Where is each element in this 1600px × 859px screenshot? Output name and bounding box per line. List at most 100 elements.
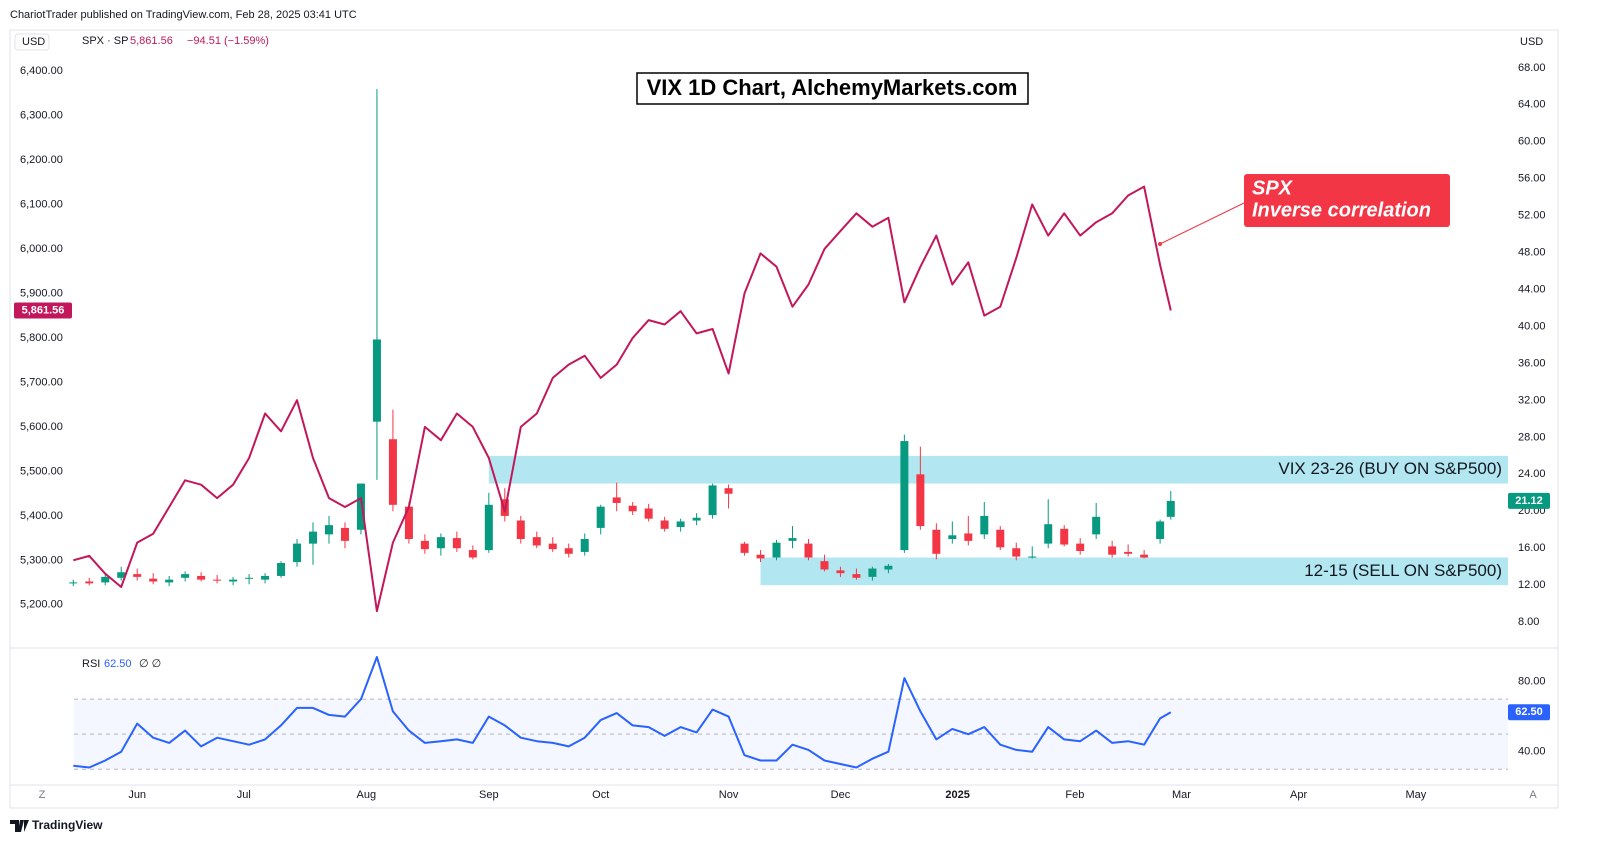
candle-body [1012, 548, 1021, 557]
y-tick-label: 40.00 [1518, 320, 1546, 332]
y-tick-label: 40.00 [1518, 746, 1546, 758]
candle-body [1028, 556, 1037, 558]
y-tick-label: 16.00 [1518, 542, 1546, 554]
y-tick-label: 28.00 [1518, 431, 1546, 443]
candle-body [740, 543, 749, 553]
y-tick-label: 44.00 [1518, 283, 1546, 295]
x-tick-label: Apr [1290, 789, 1307, 801]
marks-layer [69, 89, 1175, 769]
candle-body [948, 535, 957, 539]
candle-body [101, 576, 110, 583]
annotation-dot [1158, 242, 1162, 246]
spx-price-badge-bg [14, 302, 72, 319]
candle-body [532, 537, 541, 546]
y-tick-label: 5,200.00 [20, 599, 63, 611]
candle-body [229, 579, 238, 582]
y-tick-label: 5,400.00 [20, 510, 63, 522]
candle-body [1076, 543, 1085, 552]
candle-body [261, 575, 270, 580]
candle-body [612, 497, 621, 503]
candle-body [548, 543, 557, 550]
candle-body [708, 485, 717, 515]
currency-box[interactable] [14, 33, 50, 51]
candle-body [468, 550, 477, 558]
spx-price-badge: 5,861.56 [22, 304, 65, 316]
candle-body [964, 533, 973, 541]
annotation-arrow [1159, 202, 1245, 245]
x-tick-label: Jul [237, 789, 251, 801]
candle-body [628, 505, 637, 512]
x-tick-label: Dec [831, 789, 851, 801]
y-tick-label: 6,000.00 [20, 243, 63, 255]
y-tick-label: 5,800.00 [20, 332, 63, 344]
y-tick-label: 24.00 [1518, 468, 1546, 480]
x-tick-label: Jun [128, 789, 146, 801]
candle-body [868, 568, 877, 577]
candle-body [1060, 528, 1069, 545]
candle-body [644, 508, 653, 519]
candle-body [756, 554, 765, 559]
y-tick-label: 36.00 [1518, 357, 1546, 369]
candle-body [996, 529, 1005, 548]
candle-body [772, 542, 781, 558]
candle-body [1124, 551, 1133, 554]
x-tick-label: May [1405, 789, 1426, 801]
y-tick-label: 52.00 [1518, 210, 1546, 222]
candle-body [452, 538, 461, 549]
y-tick-label: 32.00 [1518, 394, 1546, 406]
publish-header: ChariotTrader published on TradingView.c… [10, 9, 357, 21]
candle-body [133, 574, 142, 577]
candle-body [165, 579, 174, 583]
x-tick-label: Mar [1172, 789, 1191, 801]
rsi-legend-extra: ∅ ∅ [139, 658, 161, 670]
line-series [73, 185, 1172, 613]
y-tick-label: 80.00 [1518, 675, 1546, 687]
candle-body [277, 563, 286, 576]
candle-body [820, 561, 829, 570]
y-tick-label: 6,100.00 [20, 198, 63, 210]
candle-body [340, 527, 349, 541]
chart-frame [9, 29, 1559, 809]
x-tick-label: 2025 [945, 789, 969, 801]
candle-body [420, 540, 429, 550]
candle-body [1108, 546, 1117, 555]
auto-scale-button[interactable]: A [1529, 789, 1537, 801]
axes-layer: Jun Jul Aug Sep Oct Nov Dec 2025 Feb Mar Apr May 5,2… [14, 62, 1550, 801]
candle-body [852, 574, 861, 578]
candle-body [309, 531, 318, 544]
y-tick-label: 5,600.00 [20, 421, 63, 433]
currency-right[interactable]: USD [1520, 36, 1543, 48]
zones-layer: VIX 23-26 (BUY ON S&P500) 12-15 (SELL ON … [74, 455, 1508, 770]
x-tick-label: Aug [356, 789, 376, 801]
currency-left[interactable]: USD [22, 36, 45, 48]
candle-body [724, 488, 733, 494]
candle-body [660, 520, 669, 529]
candle-body [836, 570, 845, 574]
legend-change: −94.51 (−1.59%) [187, 35, 269, 47]
y-tick-label: 20.00 [1518, 505, 1546, 517]
candle-body [85, 581, 94, 584]
candle-body [692, 517, 701, 521]
vix-price-badge: 21.12 [1515, 495, 1543, 507]
y-tick-label: 64.00 [1518, 99, 1546, 111]
candle-body [388, 439, 397, 505]
rsi-legend-name: RSI [82, 658, 100, 670]
tradingview-wordmark: TradingView [32, 818, 103, 832]
candle-body [484, 504, 493, 551]
candle-body [788, 538, 797, 541]
y-tick-label: 60.00 [1518, 136, 1546, 148]
zoom-button[interactable]: Z [39, 789, 46, 801]
candle-body [372, 339, 381, 422]
candle-body [181, 574, 190, 578]
candle-body [149, 578, 158, 582]
annotation-line: SPX [1252, 177, 1294, 199]
x-tick-label: Oct [592, 789, 609, 801]
vix-price-badge-bg [1508, 492, 1550, 509]
candle-body [580, 538, 589, 552]
title-box [636, 72, 1029, 105]
y-tick-label: 5,900.00 [20, 287, 63, 299]
x-tick-label: Feb [1065, 789, 1084, 801]
annotation-box [1244, 174, 1450, 227]
y-tick-label: 5,700.00 [20, 376, 63, 388]
